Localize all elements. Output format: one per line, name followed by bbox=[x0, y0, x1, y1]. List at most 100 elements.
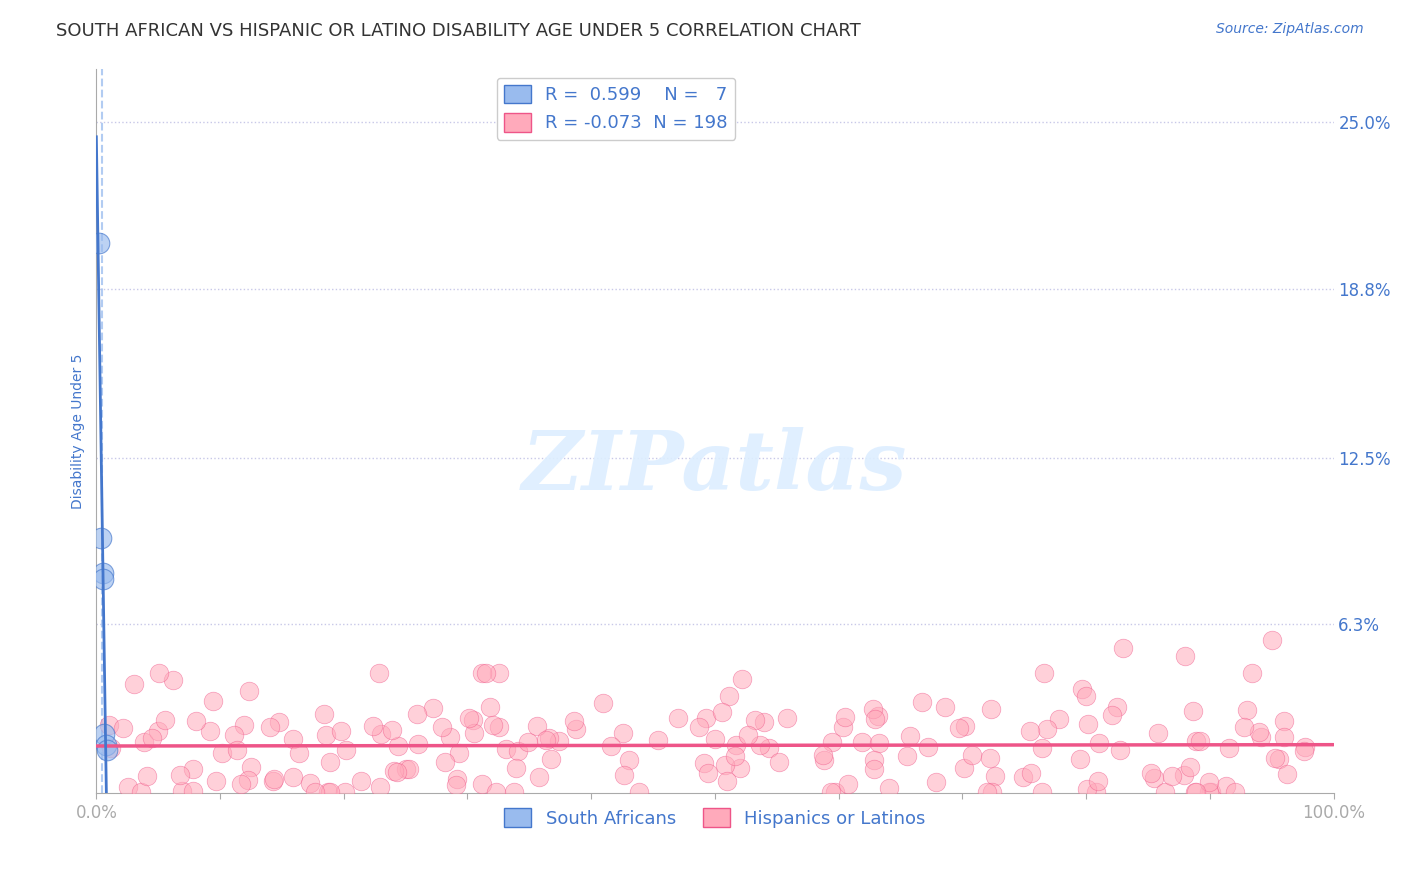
Point bbox=[91, 566, 114, 581]
Point bbox=[155, 713, 177, 727]
Point bbox=[1275, 766, 1298, 780]
Point bbox=[134, 735, 156, 749]
Point bbox=[281, 770, 304, 784]
Point bbox=[335, 743, 357, 757]
Point bbox=[948, 721, 970, 735]
Point bbox=[1076, 781, 1098, 796]
Point bbox=[183, 762, 205, 776]
Point bbox=[831, 720, 853, 734]
Point bbox=[693, 756, 716, 770]
Point bbox=[917, 739, 939, 754]
Point bbox=[955, 719, 977, 733]
Point bbox=[1143, 771, 1166, 785]
Point bbox=[562, 714, 585, 728]
Point bbox=[980, 702, 1002, 716]
Point bbox=[718, 689, 741, 703]
Point bbox=[447, 746, 470, 760]
Point bbox=[1247, 725, 1270, 739]
Point bbox=[1233, 720, 1256, 734]
Point bbox=[333, 785, 356, 799]
Point bbox=[1085, 785, 1108, 799]
Point bbox=[1236, 703, 1258, 717]
Point bbox=[724, 749, 747, 764]
Point bbox=[488, 720, 510, 734]
Point bbox=[474, 665, 496, 680]
Point bbox=[90, 531, 112, 545]
Point bbox=[1185, 734, 1208, 748]
Point bbox=[495, 741, 517, 756]
Point bbox=[238, 773, 260, 788]
Point bbox=[240, 760, 263, 774]
Point bbox=[869, 736, 891, 750]
Point bbox=[117, 780, 139, 794]
Point bbox=[834, 709, 856, 723]
Point bbox=[953, 761, 976, 775]
Point bbox=[1199, 785, 1222, 799]
Point bbox=[821, 734, 844, 748]
Point bbox=[433, 756, 456, 770]
Point bbox=[463, 713, 485, 727]
Point bbox=[1268, 752, 1291, 766]
Point bbox=[129, 785, 152, 799]
Point bbox=[824, 785, 846, 799]
Point bbox=[488, 665, 510, 680]
Point bbox=[934, 699, 956, 714]
Point bbox=[98, 717, 121, 731]
Point bbox=[94, 738, 117, 752]
Point bbox=[728, 761, 751, 775]
Point bbox=[695, 711, 717, 725]
Point bbox=[820, 785, 842, 799]
Point bbox=[647, 733, 669, 747]
Point bbox=[744, 713, 766, 727]
Point bbox=[1274, 714, 1296, 728]
Point bbox=[1105, 699, 1128, 714]
Point bbox=[395, 762, 418, 776]
Point bbox=[304, 785, 326, 799]
Point bbox=[1112, 641, 1135, 656]
Point bbox=[1180, 760, 1202, 774]
Point bbox=[315, 728, 337, 742]
Point bbox=[737, 728, 759, 742]
Point bbox=[225, 743, 247, 757]
Point bbox=[1198, 774, 1220, 789]
Point bbox=[350, 774, 373, 789]
Point bbox=[222, 728, 245, 742]
Point bbox=[205, 774, 228, 789]
Point bbox=[1088, 736, 1111, 750]
Text: ZIPatlas: ZIPatlas bbox=[522, 427, 908, 508]
Point bbox=[170, 783, 193, 797]
Point bbox=[439, 730, 461, 744]
Point bbox=[910, 695, 932, 709]
Point bbox=[1188, 734, 1211, 748]
Point bbox=[288, 746, 311, 760]
Point bbox=[1160, 769, 1182, 783]
Point bbox=[398, 762, 420, 776]
Point bbox=[1012, 770, 1035, 784]
Text: Source: ZipAtlas.com: Source: ZipAtlas.com bbox=[1216, 22, 1364, 37]
Point bbox=[482, 718, 505, 732]
Point bbox=[1018, 724, 1040, 739]
Point bbox=[1250, 731, 1272, 745]
Point bbox=[688, 721, 710, 735]
Point bbox=[768, 756, 790, 770]
Point bbox=[1153, 785, 1175, 799]
Legend: South Africans, Hispanics or Latinos: South Africans, Hispanics or Latinos bbox=[496, 801, 934, 835]
Point bbox=[811, 748, 834, 763]
Point bbox=[565, 722, 588, 736]
Point bbox=[367, 665, 389, 680]
Point bbox=[862, 702, 884, 716]
Point bbox=[711, 705, 734, 719]
Point bbox=[319, 755, 342, 769]
Point bbox=[1272, 730, 1295, 744]
Point bbox=[91, 572, 114, 586]
Point bbox=[1215, 779, 1237, 793]
Point bbox=[752, 714, 775, 729]
Point bbox=[458, 711, 481, 725]
Point bbox=[1109, 742, 1132, 756]
Point bbox=[508, 744, 530, 758]
Point bbox=[232, 718, 254, 732]
Point bbox=[162, 673, 184, 688]
Point bbox=[725, 738, 748, 752]
Point bbox=[281, 732, 304, 747]
Point bbox=[503, 785, 526, 799]
